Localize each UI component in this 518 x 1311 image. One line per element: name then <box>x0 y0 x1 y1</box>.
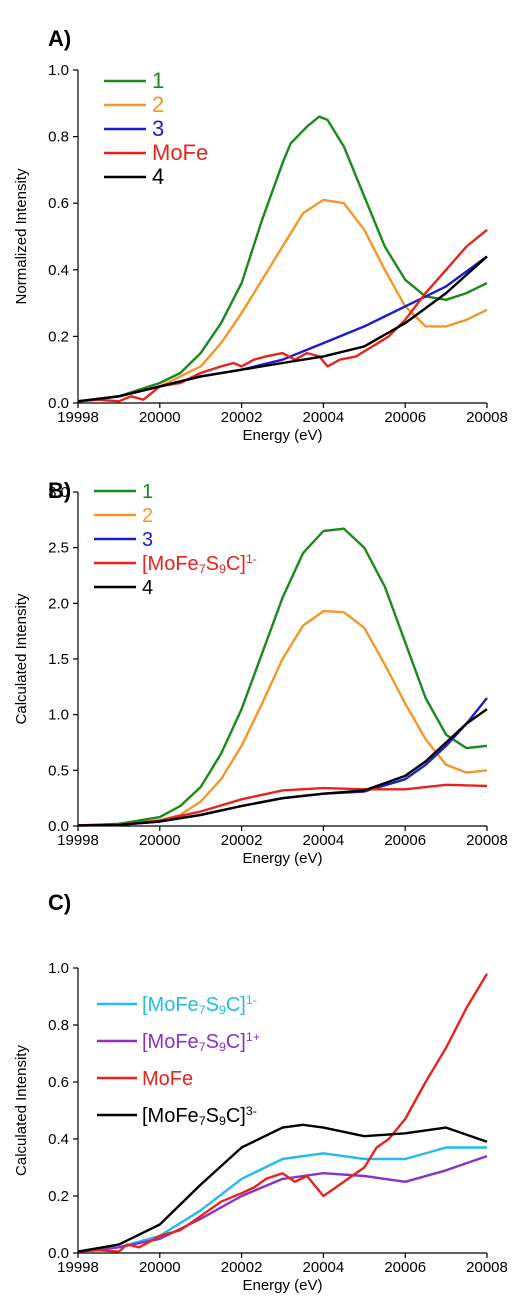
x-tick-label: 20006 <box>384 409 426 426</box>
x-tick-label: 20000 <box>139 1259 181 1276</box>
legend-label: [MoFe7S9C]1+ <box>142 1030 260 1054</box>
series-line <box>77 255 488 403</box>
x-axis-label: Energy (eV) <box>242 850 322 867</box>
y-tick-label: 1.5 <box>48 651 69 668</box>
x-tick-label: 20000 <box>139 832 181 849</box>
panel-label: A) <box>48 26 71 51</box>
x-tick-label: 19998 <box>57 409 99 426</box>
series-line <box>77 1123 488 1253</box>
y-tick-label: 2.5 <box>48 540 69 557</box>
series-line <box>77 228 488 403</box>
x-tick-label: 20000 <box>139 409 181 426</box>
panel-1: A) 0.0 0.2 0.4 0.6 0.8 1.0 19998 20000 20002 20004… <box>13 26 508 444</box>
legend-label: 1 <box>142 481 153 503</box>
y-tick-label: 0.0 <box>48 818 69 835</box>
x-tick-label: 20004 <box>303 1259 345 1276</box>
legend-label: MoFe <box>142 1068 193 1090</box>
y-axis-label: Normalized Intensity <box>13 168 30 304</box>
x-tick-label: 19998 <box>57 832 99 849</box>
legend-label: 4 <box>152 164 164 189</box>
series-line <box>77 708 488 827</box>
y-tick-label: 0.2 <box>48 328 69 345</box>
y-axis-label: Calculated Intensity <box>13 1045 30 1176</box>
x-tick-label: 20008 <box>466 832 508 849</box>
x-tick-label: 19998 <box>57 1259 99 1276</box>
panel-label: B) <box>48 478 71 503</box>
series-line <box>77 973 489 1253</box>
x-tick-label: 20004 <box>303 409 345 426</box>
legend-label: MoFe <box>152 140 208 165</box>
series-line <box>77 255 488 403</box>
series-line <box>77 115 488 403</box>
y-tick-label: 0.0 <box>48 395 69 412</box>
x-tick-label: 20008 <box>466 409 508 426</box>
y-tick-label: 0.0 <box>48 1245 69 1262</box>
legend-label: [MoFe7S9C]1- <box>142 552 257 576</box>
series-line <box>77 1146 487 1253</box>
y-tick-label: 0.2 <box>48 1188 69 1205</box>
y-tick-label: 0.6 <box>48 195 69 212</box>
panel-2: B) 0.0 0.5 1.0 1.5 2.0 2.5 3.0 19998 20000 20002 20… <box>13 478 508 867</box>
series-line <box>77 198 488 403</box>
legend-label: 2 <box>142 505 153 527</box>
panel-3: C) 0.0 0.2 0.4 0.6 0.8 1.0 19998 20000 20002 20004… <box>13 890 508 1294</box>
legend-label: 4 <box>142 577 153 599</box>
y-tick-label: 1.0 <box>48 960 69 977</box>
legend-label: 3 <box>152 116 164 141</box>
y-tick-label: 0.4 <box>48 262 69 279</box>
x-tick-label: 20002 <box>221 1259 263 1276</box>
y-tick-label: 2.0 <box>48 595 69 612</box>
series-line <box>77 609 488 827</box>
x-tick-label: 20008 <box>466 1259 508 1276</box>
legend-label: [MoFe7S9C]3- <box>142 1104 257 1128</box>
series-line <box>77 1154 488 1253</box>
x-axis-label: Energy (eV) <box>242 427 322 444</box>
panel-label: C) <box>48 890 71 915</box>
y-tick-label: 1.0 <box>48 707 69 724</box>
y-tick-label: 0.8 <box>48 129 69 146</box>
x-tick-label: 20006 <box>384 1259 426 1276</box>
x-tick-label: 20002 <box>221 409 263 426</box>
legend-label: 2 <box>152 92 164 117</box>
x-tick-label: 20004 <box>303 832 345 849</box>
y-tick-label: 1.0 <box>48 62 69 79</box>
series-line <box>77 527 488 827</box>
x-tick-label: 20002 <box>221 832 263 849</box>
y-tick-label: 0.8 <box>48 1017 69 1034</box>
legend-label: 1 <box>152 68 164 93</box>
legend-label: 3 <box>142 529 153 551</box>
y-tick-label: 0.5 <box>48 762 69 779</box>
y-tick-label: 0.6 <box>48 1074 69 1091</box>
y-tick-label: 0.4 <box>48 1131 69 1148</box>
y-axis-label: Calculated Intensity <box>13 593 30 724</box>
y-tick-label: 3.0 <box>48 484 69 501</box>
legend-label: [MoFe7S9C]1- <box>142 993 257 1017</box>
x-tick-label: 20006 <box>384 832 426 849</box>
x-axis-label: Energy (eV) <box>242 1277 322 1294</box>
